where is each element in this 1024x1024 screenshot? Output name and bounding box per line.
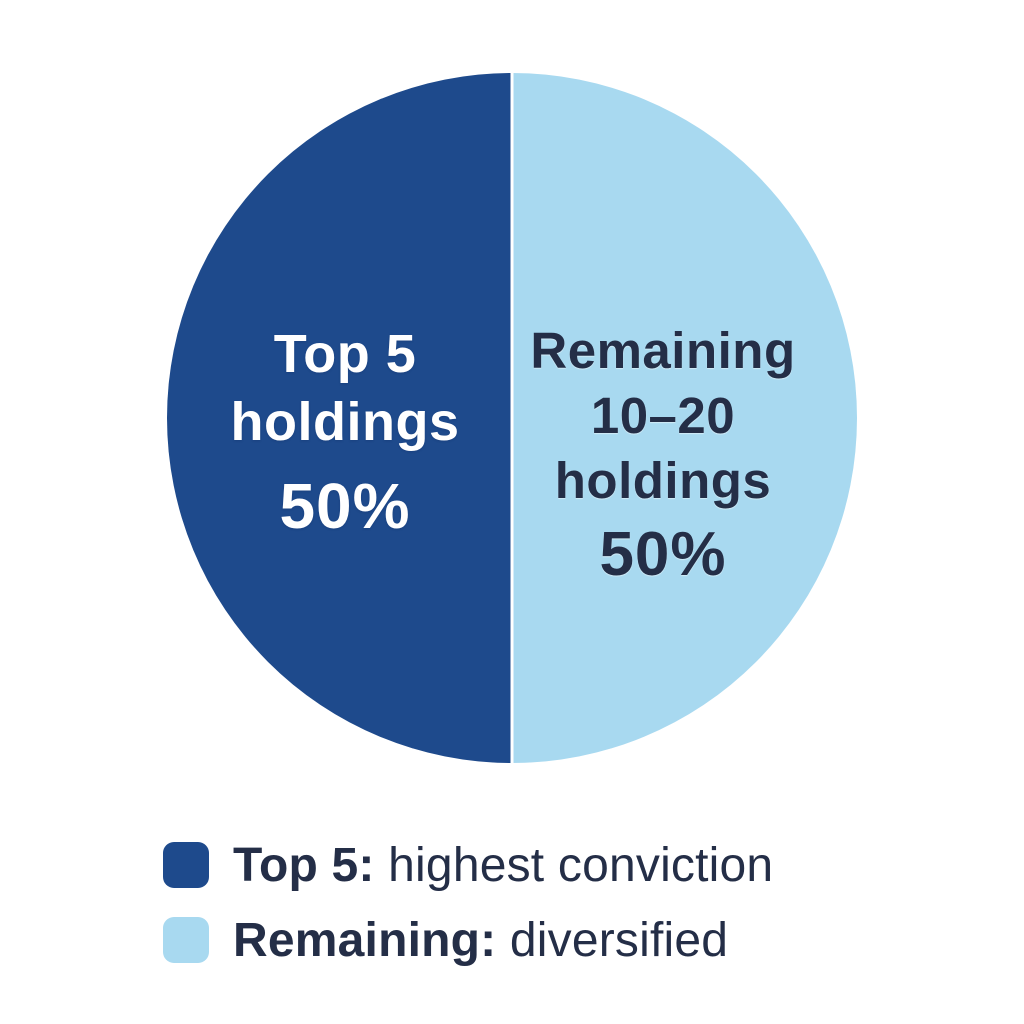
pie-slice-remaining — [512, 73, 857, 763]
pie-label-top5: Top 5 holdings 50% — [180, 320, 510, 540]
pie-label-remaining-percent: 50% — [599, 520, 727, 589]
legend-swatch-top5-rect — [163, 842, 209, 888]
legend-item-remaining: Remaining: diversified — [163, 914, 773, 967]
pie-slice-top5 — [167, 73, 512, 763]
pie-label-remaining-line1: Remaining — [530, 322, 796, 379]
legend-item-top5: Top 5: highest conviction — [163, 839, 773, 892]
legend: Top 5: highest conviction Remaining: div… — [163, 839, 773, 992]
legend-label-top5-bold: Top 5: — [233, 838, 375, 892]
pie-label-top5-line2: holdings — [230, 392, 460, 452]
legend-label-top5-rest: highest conviction — [374, 838, 774, 892]
pie-label-top5-percent: 50% — [279, 470, 411, 542]
pie-label-remaining: Remaining 10–20 holdings 50% — [498, 318, 828, 589]
legend-swatch-top5-icon — [163, 842, 209, 888]
legend-label-remaining-rest: diversified — [496, 913, 729, 967]
pie-label-remaining-line2: 10–20 — [590, 387, 736, 444]
legend-label-top5: Top 5: highest conviction — [233, 838, 773, 893]
pie-label-remaining-line3: holdings — [554, 452, 772, 509]
legend-label-remaining-bold: Remaining: — [233, 913, 497, 967]
legend-swatch-remaining-icon — [163, 917, 209, 963]
pie-label-top5-line1: Top 5 — [273, 324, 417, 384]
legend-label-remaining: Remaining: diversified — [233, 913, 728, 968]
legend-swatch-remaining-rect — [163, 917, 209, 963]
